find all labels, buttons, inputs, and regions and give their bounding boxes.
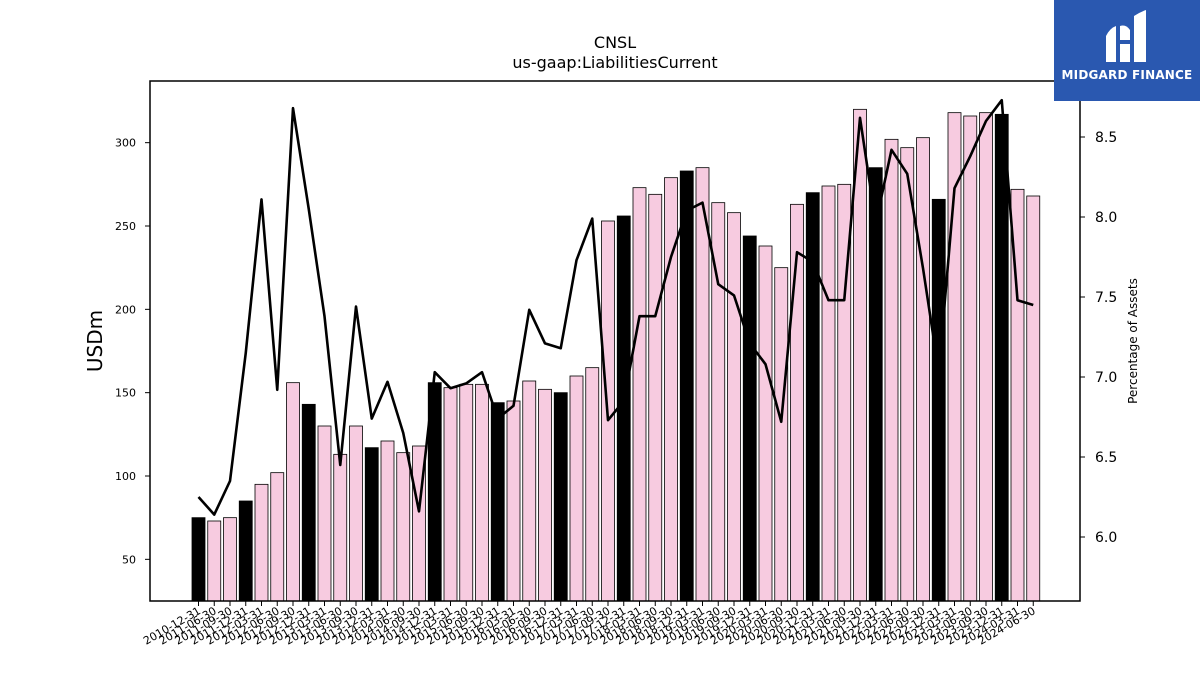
bar-2013-03-31 xyxy=(317,425,332,602)
bar-2020-06-30 xyxy=(774,267,789,602)
y-tick-label: 250 xyxy=(115,220,136,233)
chart-subtitle: us-gaap:LiabilitiesCurrent xyxy=(512,53,717,72)
y-tick-label: 200 xyxy=(115,303,136,316)
plot-frame xyxy=(149,80,1081,602)
y-axis-label: USDm xyxy=(83,310,107,372)
bar-2011-09-30 xyxy=(223,517,237,602)
y2-axis-label: Percentage of Assets xyxy=(1126,278,1140,404)
bar-2013-12-31 xyxy=(364,447,379,602)
y2-tick-label: 8.5 xyxy=(1095,130,1117,146)
bar-2018-06-30 xyxy=(648,193,663,602)
bar-2016-12-31 xyxy=(553,392,568,602)
bar-2013-06-30 xyxy=(333,453,348,602)
midgard-finance-logo: MIDGARD FINANCE xyxy=(1054,0,1200,101)
bar-2022-09-30 xyxy=(916,137,930,602)
line-series xyxy=(197,98,1034,516)
bar-2018-12-31 xyxy=(679,170,694,602)
bar-2015-06-30 xyxy=(459,383,474,602)
bar-2022-12-31 xyxy=(931,198,946,602)
bar-2015-03-31 xyxy=(443,387,458,602)
bar-2012-06-30 xyxy=(270,472,285,602)
x-axis: 2010-12-312011-06-302011-09-302011-12-31… xyxy=(141,601,1038,648)
bar-2024-06-30 xyxy=(1026,195,1041,602)
bar-2020-12-31 xyxy=(805,192,820,602)
bar-2016-09-30 xyxy=(538,388,552,602)
bar-2020-03-31 xyxy=(758,245,773,602)
bar-2021-03-31 xyxy=(821,185,836,602)
bar-2017-03-31 xyxy=(569,375,584,602)
y-tick-label: 50 xyxy=(122,553,136,566)
bar-2012-03-31 xyxy=(254,483,269,602)
bar-2019-12-31 xyxy=(742,235,757,602)
y2-tick-label: 8.0 xyxy=(1095,210,1117,226)
bar-series xyxy=(191,108,1041,602)
y2-tick-label: 6.0 xyxy=(1095,530,1117,546)
y-tick-label: 300 xyxy=(115,137,136,150)
bar-2012-09-30 xyxy=(286,382,300,602)
y-axis: 50 100 150 200 250 300 xyxy=(115,137,150,566)
y-tick-label: 150 xyxy=(115,387,136,400)
bar-2014-03-31 xyxy=(380,440,395,602)
percentage-line xyxy=(197,98,1034,516)
bar-2013-09-30 xyxy=(349,425,363,602)
bar-2014-06-30 xyxy=(396,452,411,602)
y2-axis: 6.0 6.5 7.0 7.5 8.0 8.5 xyxy=(1080,130,1117,546)
bar-2011-12-31 xyxy=(238,500,253,602)
bar-2022-03-31 xyxy=(884,138,899,602)
bar-2016-03-31 xyxy=(506,400,521,602)
bar-2015-09-30 xyxy=(475,383,489,602)
y2-tick-label: 7.5 xyxy=(1095,290,1117,306)
bar-2021-12-31 xyxy=(868,167,883,602)
bar-2022-06-30 xyxy=(900,147,915,602)
bar-2010-12-31 xyxy=(191,517,206,602)
chart-title: CNSL xyxy=(594,33,636,52)
bar-2023-12-31 xyxy=(994,113,1009,602)
bar-2023-06-30 xyxy=(963,115,978,602)
bar-2012-12-31 xyxy=(301,403,316,602)
y-tick-label: 100 xyxy=(115,470,136,483)
bar-2018-03-31 xyxy=(632,187,647,602)
bar-2011-06-30 xyxy=(207,520,222,602)
logo-text: MIDGARD FINANCE xyxy=(1061,68,1193,82)
bar-2017-06-30 xyxy=(585,367,600,602)
bar-2023-09-30 xyxy=(979,112,993,602)
bar-2016-06-30 xyxy=(522,380,537,602)
midgard-logo-icon xyxy=(1106,10,1146,62)
bar-2015-12-31 xyxy=(490,402,505,602)
bar-2019-09-30 xyxy=(727,212,741,602)
y2-tick-label: 7.0 xyxy=(1095,370,1117,386)
y2-tick-label: 6.5 xyxy=(1095,450,1117,466)
